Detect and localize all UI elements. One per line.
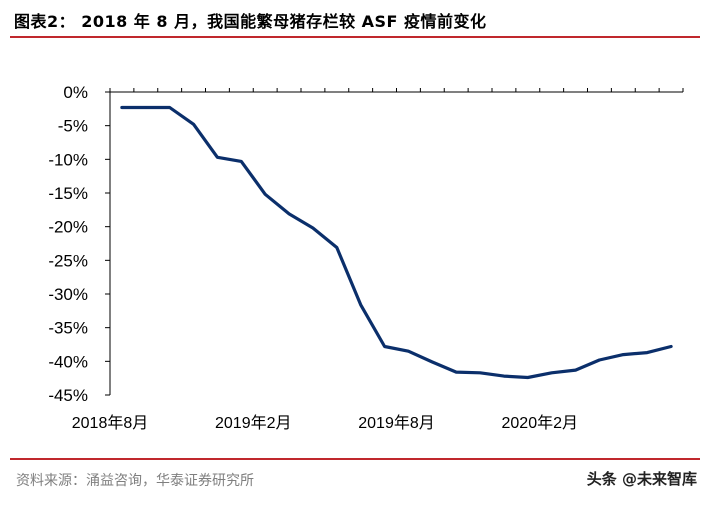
data-point <box>550 371 553 374</box>
data-point <box>264 193 267 196</box>
data-point <box>455 370 458 374</box>
data-point <box>407 350 410 353</box>
data-point <box>574 368 577 372</box>
source-note: 资料来源：涌益咨询，华泰证券研究所 <box>16 473 254 489</box>
y-tick-label: -5% <box>58 117 88 136</box>
data-point <box>478 371 482 374</box>
data-point <box>192 123 195 126</box>
y-tick-label: -15% <box>48 184 88 203</box>
line-chart: 0% -5% -10% -15% -20% -25% -30% -35% -40% -45% 201… <box>48 83 684 432</box>
x-tick-label: 2018年8月 <box>72 414 149 432</box>
data-point <box>598 358 601 362</box>
y-tick-label: -30% <box>48 285 88 304</box>
data-point <box>526 376 529 379</box>
chart-area: 0% -5% -10% -15% -20% -25% -30% -35% -40% -45% 201… <box>0 40 711 450</box>
x-tick-label: 2019年8月 <box>358 414 435 432</box>
y-tick-label: -20% <box>48 218 88 237</box>
y-tick-label: -35% <box>48 319 88 338</box>
data-point <box>240 160 243 163</box>
data-point <box>622 353 625 356</box>
x-tick-label: 2020年2月 <box>502 414 579 432</box>
data-point <box>383 345 386 348</box>
data-point <box>120 106 124 109</box>
data-point <box>502 374 506 378</box>
data-point <box>216 156 219 159</box>
data-point <box>335 246 338 249</box>
y-tick-label: -40% <box>48 352 88 371</box>
y-tick-label: 0% <box>63 83 88 102</box>
data-point <box>144 106 147 109</box>
x-tick-label: 2019年2月 <box>215 414 292 432</box>
series-line <box>120 105 673 380</box>
data-point <box>646 351 649 354</box>
data-point <box>431 360 434 364</box>
data-point <box>669 345 673 348</box>
y-tick-label: -25% <box>48 251 88 270</box>
data-point <box>168 106 171 109</box>
y-tick-label: -10% <box>48 150 88 169</box>
figure-header: 图表2： 2018 年 8 月，我国能繁母猪存栏较 ASF 疫情前变化 <box>0 0 711 38</box>
data-point <box>287 212 291 216</box>
bottom-divider <box>10 458 700 460</box>
figure-title: 图表2： 2018 年 8 月，我国能繁母猪存栏较 ASF 疫情前变化 <box>14 12 487 31</box>
watermark: 头条 @未来智库 <box>586 470 697 488</box>
y-tick-label: -45% <box>48 386 88 405</box>
data-point <box>359 303 362 306</box>
data-point <box>311 226 315 230</box>
top-divider <box>10 36 700 38</box>
